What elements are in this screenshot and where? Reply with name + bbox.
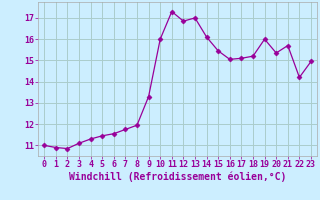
X-axis label: Windchill (Refroidissement éolien,°C): Windchill (Refroidissement éolien,°C) <box>69 172 286 182</box>
